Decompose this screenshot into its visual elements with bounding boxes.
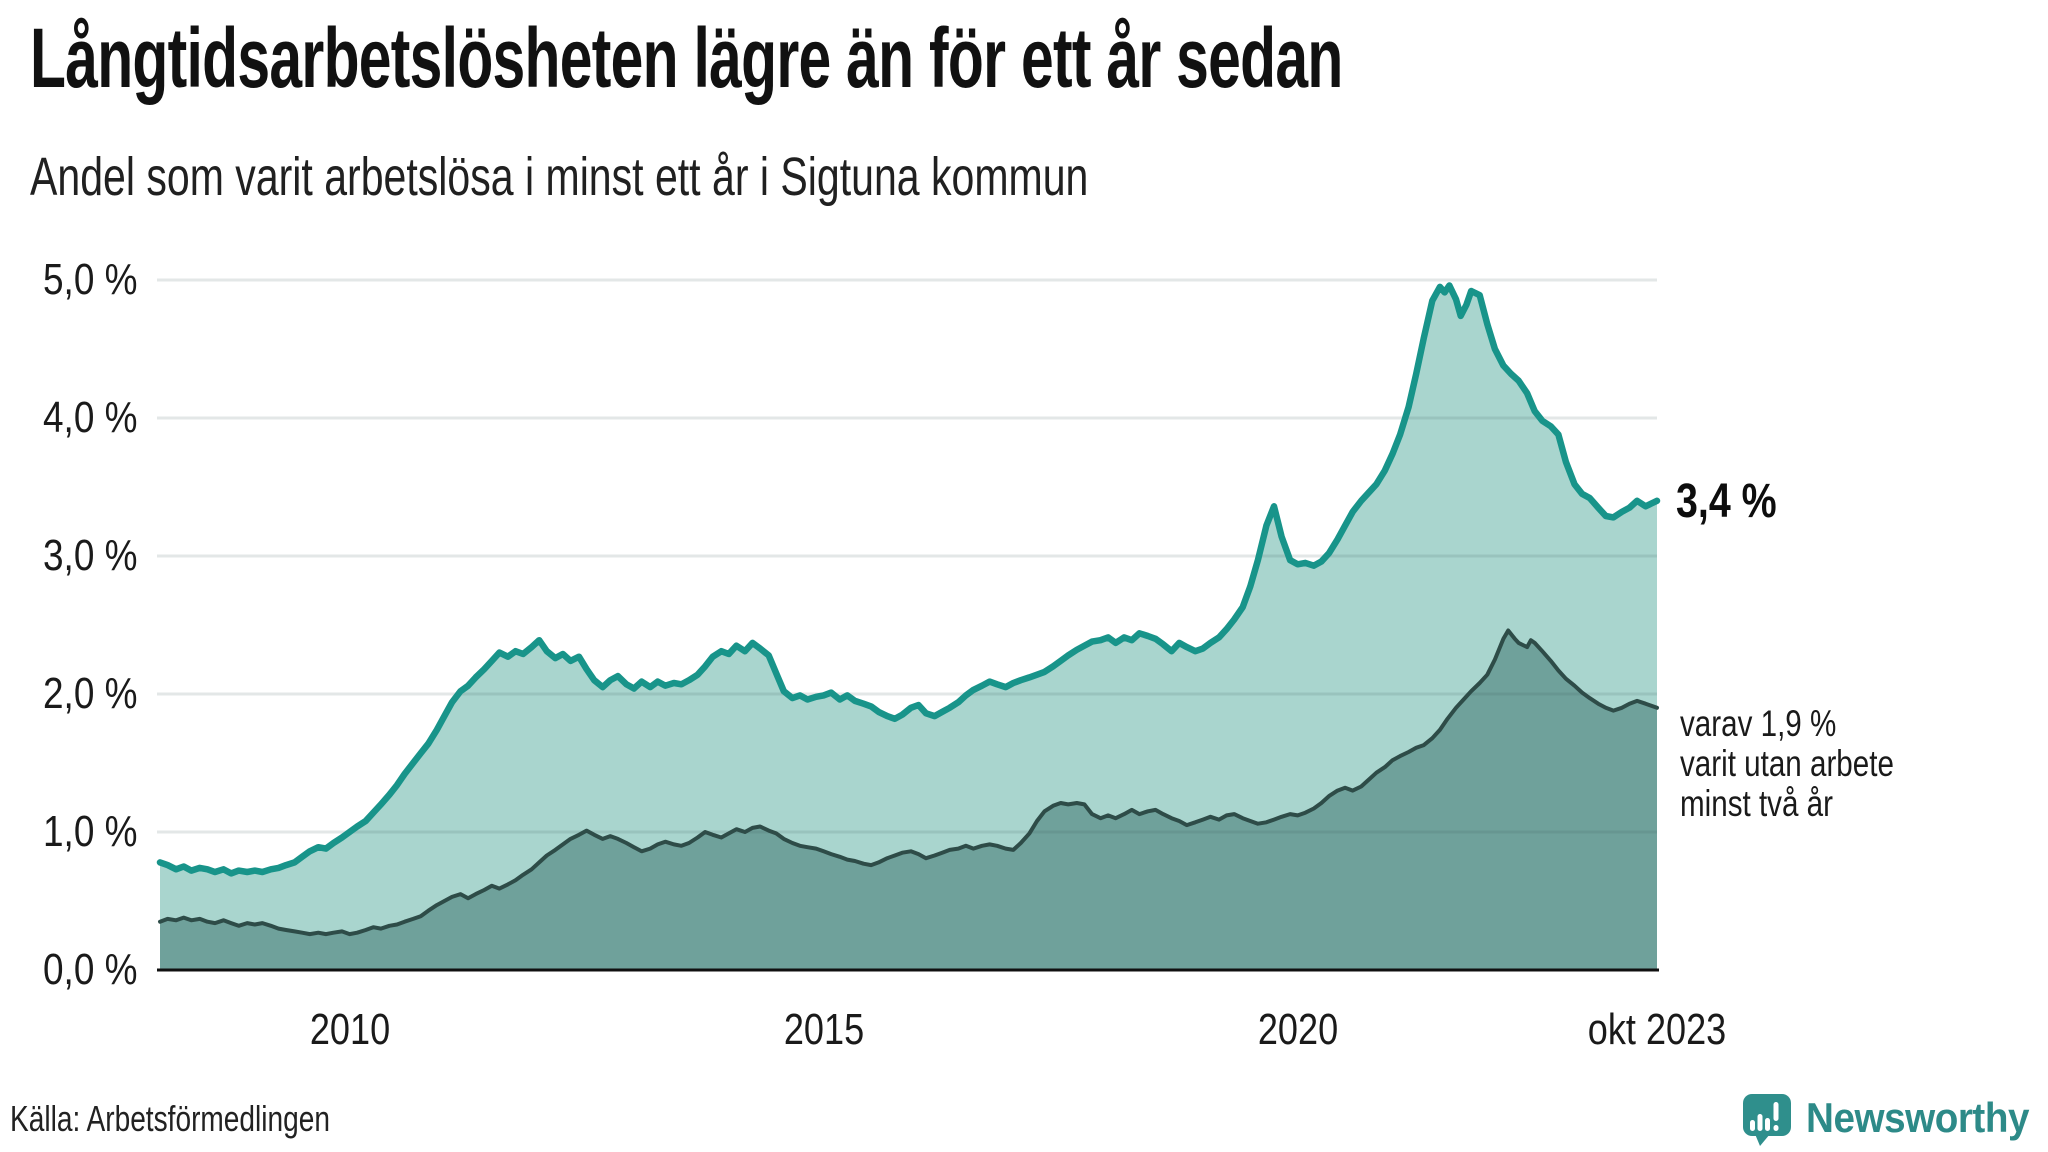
page-title: Långtidsarbetslösheten lägre än för ett … [30, 11, 1343, 105]
newsworthy-logo: Newsworthy [1742, 1094, 2048, 1146]
series-line-1 [158, 628, 1659, 937]
y-axis: 0,0 % 1,0 % 2,0 % 3,0 % 4,0 % 5,0 % [0, 0, 138, 1152]
source-credit: Källa: Arbetsförmedlingen [10, 1098, 330, 1139]
y-tick-label: 5,0 % [43, 255, 138, 304]
end-value-label: 3,4 % [1676, 475, 1777, 528]
breakdown-line-2: varit utan arbete [1680, 743, 1894, 784]
breakdown-line-1: varav 1,9 % [1680, 703, 1837, 744]
y-tick-label: 3,0 % [43, 531, 138, 580]
y-tick-label: 4,0 % [43, 393, 138, 442]
y-tick-label: 0,0 % [43, 945, 138, 994]
area-fill-0 [160, 285, 1657, 970]
area-fill-1 [160, 630, 1657, 970]
y-tick-label: 1,0 % [43, 807, 138, 856]
breakdown-annotation: varav 1,9 % varit utan arbete minst två … [1680, 704, 1894, 824]
breakdown-line-3: minst två år [1680, 783, 1833, 824]
newsworthy-wordmark: Newsworthy [1806, 1094, 2029, 1141]
series-line-0 [156, 282, 1661, 877]
newsworthy-bubble-chart-icon [1743, 1094, 1791, 1146]
page-subtitle: Andel som varit arbetslösa i minst ett å… [30, 147, 1089, 207]
y-tick-label: 2,0 % [43, 669, 138, 718]
